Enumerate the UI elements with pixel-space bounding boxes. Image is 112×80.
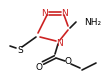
Text: N: N [56, 38, 63, 48]
Text: O: O [64, 58, 71, 66]
Text: O: O [35, 62, 42, 72]
Text: S: S [17, 46, 23, 54]
Text: N: N [41, 8, 48, 18]
Text: N: N [61, 8, 68, 18]
Text: NH₂: NH₂ [83, 18, 100, 26]
